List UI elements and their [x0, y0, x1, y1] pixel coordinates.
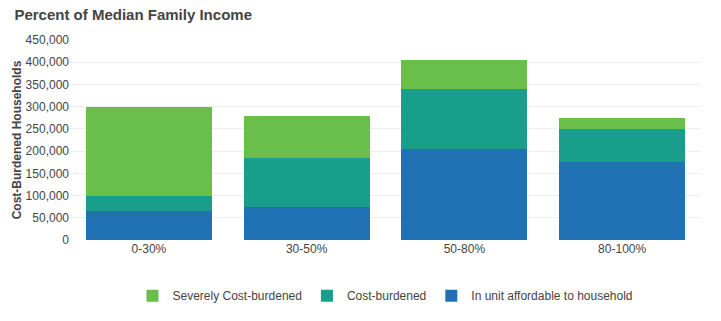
svg-text:250,000: 250,000: [26, 122, 70, 136]
svg-text:450,000: 450,000: [26, 33, 70, 47]
svg-text:Severely Cost-burdened: Severely Cost-burdened: [173, 289, 302, 303]
svg-text:200,000: 200,000: [26, 144, 70, 158]
svg-text:In unit affordable to househol: In unit affordable to household: [471, 289, 632, 303]
svg-text:300,000: 300,000: [26, 100, 70, 114]
svg-text:400,000: 400,000: [26, 55, 70, 69]
svg-text:50-80%: 50-80%: [444, 242, 486, 256]
svg-text:350,000: 350,000: [26, 78, 70, 92]
svg-text:Cost-burdened: Cost-burdened: [347, 289, 426, 303]
svg-text:0-30%: 0-30%: [132, 242, 167, 256]
svg-text:30-50%: 30-50%: [286, 242, 328, 256]
svg-text:Percent of Median Family Incom: Percent of Median Family Income: [14, 6, 252, 23]
svg-text:Cost-Burdened Households: Cost-Burdened Households: [10, 60, 24, 219]
svg-text:50,000: 50,000: [32, 211, 69, 225]
svg-text:100,000: 100,000: [26, 189, 70, 203]
svg-text:0: 0: [62, 233, 69, 247]
svg-text:80-100%: 80-100%: [598, 242, 646, 256]
svg-text:150,000: 150,000: [26, 167, 70, 181]
